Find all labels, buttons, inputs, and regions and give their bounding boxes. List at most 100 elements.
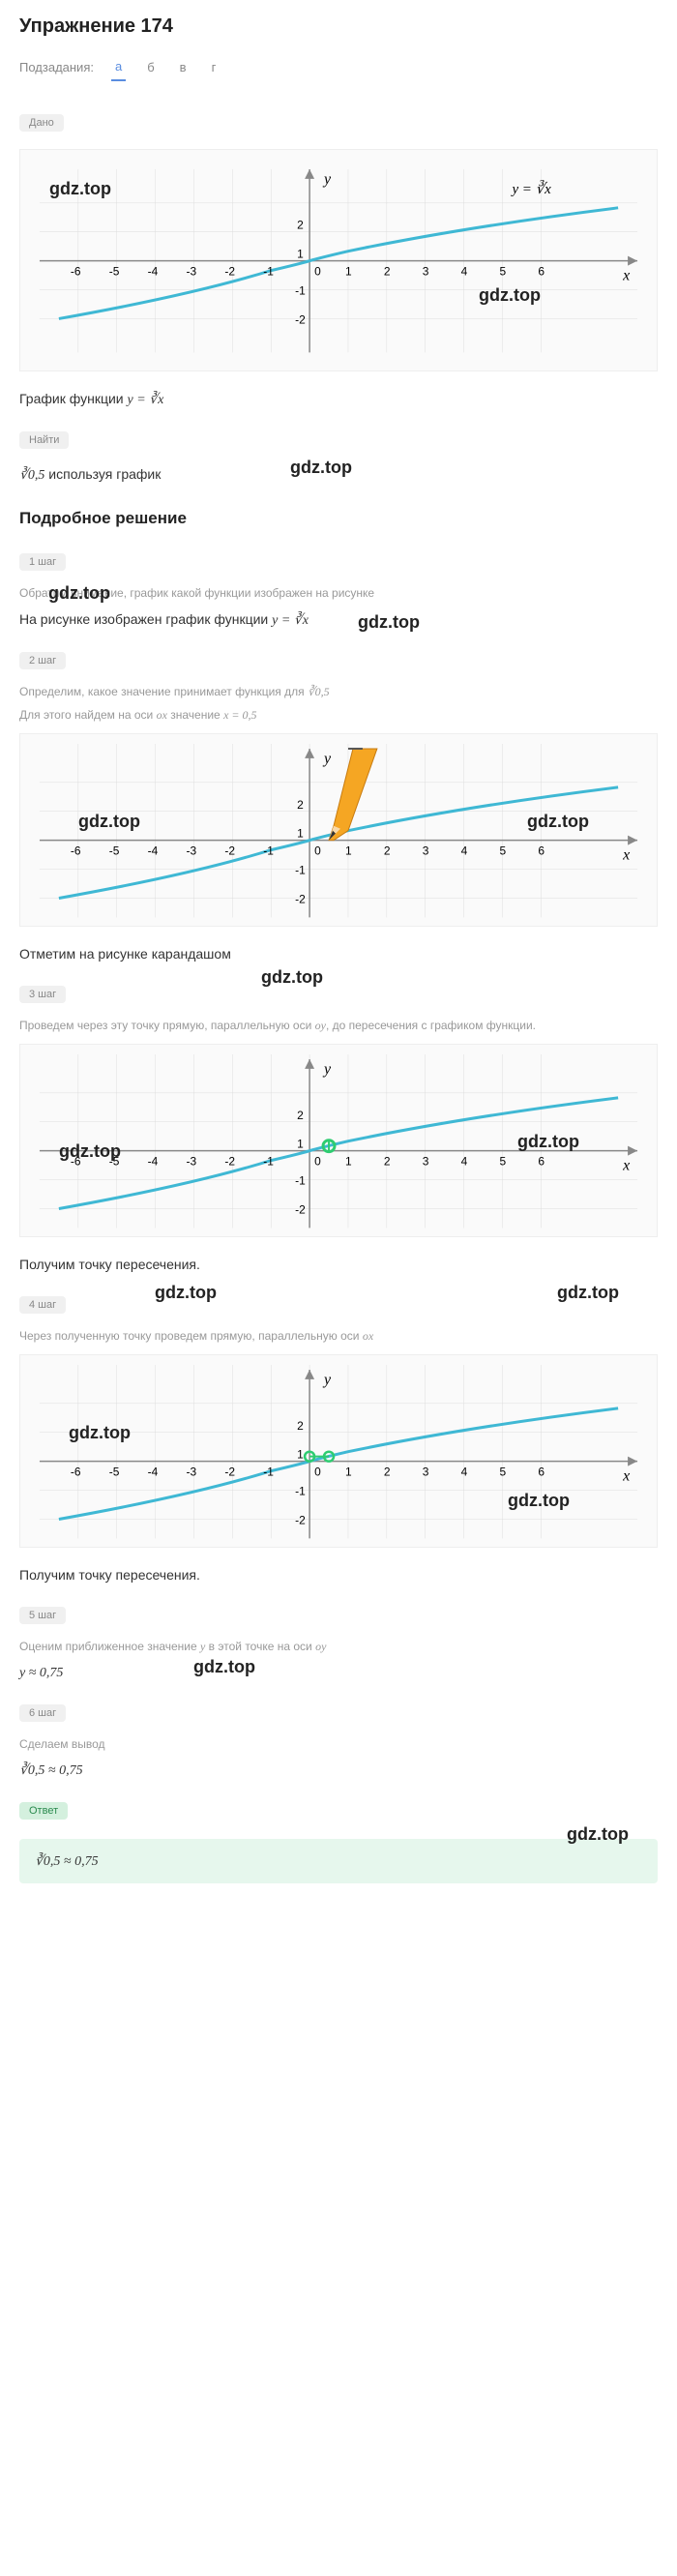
chart1-svg: y x 21 -1-2 -6-5-4-3-2-1 0123456 y = ∛x xyxy=(20,150,657,371)
svg-text:-1: -1 xyxy=(295,284,306,298)
svg-text:-1: -1 xyxy=(295,864,306,877)
svg-text:-1: -1 xyxy=(295,1485,306,1498)
svg-text:4: 4 xyxy=(461,1466,468,1479)
step4-caption: Получим точку пересечения. xyxy=(19,1565,658,1585)
step4-gray: Через полученную точку проведем прямую, … xyxy=(19,1327,658,1345)
svg-text:-2: -2 xyxy=(224,1155,235,1169)
answer-label: Ответ xyxy=(19,1802,68,1820)
chart-step4: y x 21 -1-2 -6-5-4-3-2-1 0123456 gdz.top… xyxy=(19,1354,658,1548)
svg-text:5: 5 xyxy=(499,1466,506,1479)
tab-b[interactable]: б xyxy=(143,54,158,80)
svg-text:-5: -5 xyxy=(109,265,120,279)
svg-text:0: 0 xyxy=(314,1466,321,1479)
solution-title: Подробное решение xyxy=(19,509,658,528)
svg-text:3: 3 xyxy=(423,1155,429,1169)
svg-text:y: y xyxy=(322,1061,332,1078)
step1-text: На рисунке изображен график функции y = … xyxy=(19,609,658,631)
svg-text:0: 0 xyxy=(314,1155,321,1169)
svg-text:-6: -6 xyxy=(71,1466,81,1479)
svg-text:1: 1 xyxy=(297,1448,304,1462)
svg-text:-4: -4 xyxy=(148,1466,159,1479)
step3-label: 3 шаг xyxy=(19,986,66,1003)
chart4-svg: y x 21 -1-2 -6-5-4-3-2-1 0123456 xyxy=(20,1355,657,1548)
svg-text:3: 3 xyxy=(423,844,429,858)
step3-caption: Получим точку пересечения. xyxy=(19,1255,658,1275)
svg-text:5: 5 xyxy=(499,265,506,279)
svg-text:-2: -2 xyxy=(295,312,306,326)
svg-text:2: 2 xyxy=(297,1109,304,1122)
watermark: gdz.top xyxy=(261,967,323,988)
exercise-title: Упражнение 174 xyxy=(19,15,658,38)
svg-text:-2: -2 xyxy=(224,265,235,279)
svg-text:-1: -1 xyxy=(263,844,274,858)
svg-text:6: 6 xyxy=(538,844,545,858)
axis-x-label: x xyxy=(622,268,630,284)
svg-text:-6: -6 xyxy=(71,1155,81,1169)
find-text: ∛0,5 используя график gdz.top xyxy=(19,464,658,486)
subtask-tabs: Подзадания: а б в г xyxy=(19,53,658,81)
svg-text:2: 2 xyxy=(384,844,391,858)
svg-text:2: 2 xyxy=(297,219,304,232)
step1-gray: Обратим внимание, график какой функции и… xyxy=(19,584,658,602)
svg-text:1: 1 xyxy=(345,1155,352,1169)
svg-text:-6: -6 xyxy=(71,844,81,858)
svg-text:2: 2 xyxy=(384,265,391,279)
svg-text:0: 0 xyxy=(314,844,321,858)
svg-text:6: 6 xyxy=(538,1155,545,1169)
axis-y-label: y xyxy=(322,171,332,188)
watermark: gdz.top xyxy=(358,609,420,636)
svg-text:-3: -3 xyxy=(186,1155,196,1169)
step6-gray: Сделаем вывод xyxy=(19,1735,658,1753)
svg-text:-2: -2 xyxy=(224,844,235,858)
svg-text:-2: -2 xyxy=(295,1513,306,1526)
svg-text:x: x xyxy=(622,847,630,864)
svg-text:-1: -1 xyxy=(263,1155,274,1169)
given-text: График функции y = ∛x xyxy=(19,389,658,410)
svg-text:-2: -2 xyxy=(295,1202,306,1216)
watermark: gdz.top xyxy=(567,1824,629,1845)
chart3-svg: y x 21 -1-2 -6-5-4-3-2-1 0123456 xyxy=(20,1045,657,1237)
watermark: gdz.top xyxy=(290,455,352,481)
svg-text:-4: -4 xyxy=(148,265,159,279)
svg-text:-6: -6 xyxy=(71,265,81,279)
svg-text:-4: -4 xyxy=(148,844,159,858)
svg-text:x: x xyxy=(622,1468,630,1485)
svg-text:y: y xyxy=(322,1372,332,1388)
svg-text:-1: -1 xyxy=(263,1466,274,1479)
tab-a[interactable]: а xyxy=(111,53,126,81)
svg-text:3: 3 xyxy=(423,1466,429,1479)
svg-text:-5: -5 xyxy=(109,1155,120,1169)
svg-text:5: 5 xyxy=(499,844,506,858)
svg-text:-2: -2 xyxy=(295,892,306,905)
step2-gray: Определим, какое значение принимает функ… xyxy=(19,683,658,700)
step2-label: 2 шаг xyxy=(19,652,66,669)
step5-result: y ≈ 0,75 xyxy=(19,1663,658,1683)
svg-text:0: 0 xyxy=(314,265,321,279)
find-label: Найти xyxy=(19,431,69,449)
svg-text:x: x xyxy=(622,1158,630,1174)
tab-g[interactable]: г xyxy=(208,54,221,80)
svg-text:1: 1 xyxy=(345,844,352,858)
answer-box: ∛0,5 ≈ 0,75 gdz.top xyxy=(19,1839,658,1883)
step6-label: 6 шаг xyxy=(19,1704,66,1722)
svg-text:-3: -3 xyxy=(186,265,196,279)
svg-text:2: 2 xyxy=(384,1155,391,1169)
chart-step3: y x 21 -1-2 -6-5-4-3-2-1 0123456 gdz.top… xyxy=(19,1044,658,1237)
svg-text:-5: -5 xyxy=(109,844,120,858)
svg-text:1: 1 xyxy=(297,827,304,841)
svg-text:5: 5 xyxy=(499,1155,506,1169)
tab-v[interactable]: в xyxy=(176,54,191,80)
svg-text:-3: -3 xyxy=(186,1466,196,1479)
svg-text:4: 4 xyxy=(461,265,468,279)
step5-label: 5 шаг xyxy=(19,1607,66,1624)
step1-label: 1 шаг xyxy=(19,553,66,571)
svg-text:4: 4 xyxy=(461,1155,468,1169)
step3-gray: Проведем через эту точку прямую, паралле… xyxy=(19,1017,658,1034)
step5-gray: Оценим приближенное значение y в этой то… xyxy=(19,1638,658,1655)
svg-text:6: 6 xyxy=(538,265,545,279)
svg-text:y = ∛x: y = ∛x xyxy=(510,179,551,197)
svg-text:6: 6 xyxy=(538,1466,545,1479)
watermark: gdz.top xyxy=(155,1283,217,1303)
svg-text:-1: -1 xyxy=(263,265,274,279)
svg-text:-1: -1 xyxy=(295,1174,306,1188)
